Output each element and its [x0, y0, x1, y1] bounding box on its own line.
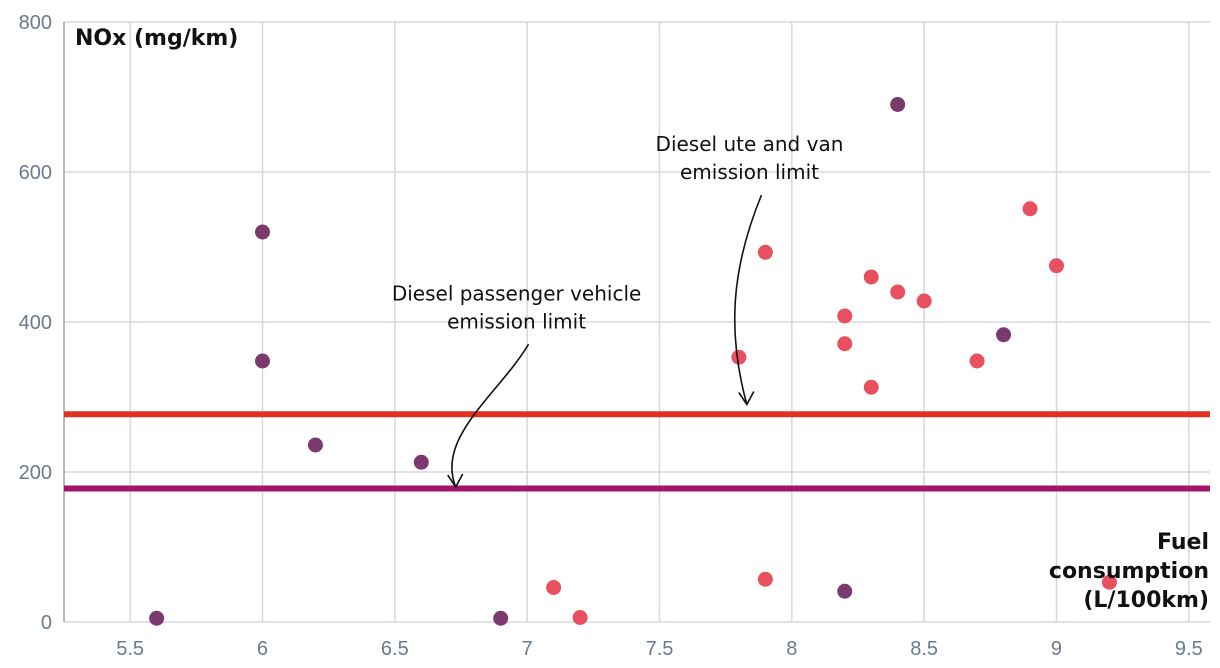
- annotation-arrow: [733, 194, 763, 405]
- data-point-red: [837, 308, 853, 324]
- data-point-red: [916, 293, 932, 309]
- x-tick-label: 6.5: [381, 638, 409, 660]
- x-tick-label: 6: [257, 638, 268, 660]
- y-tick-label: 600: [19, 162, 52, 184]
- data-point-purple: [149, 610, 165, 626]
- y-tick-label: 800: [19, 12, 52, 34]
- y-axis-title: NOx (mg/km): [75, 26, 238, 51]
- annotation-text: emission limit: [680, 160, 819, 184]
- data-point-red: [546, 580, 562, 595]
- data-point-red: [863, 379, 879, 395]
- axes: 5.5 6 6.5 7 7.5 8 8.5 9 9.5 0 200 400 600 800: [19, 12, 1203, 660]
- x-tick-label: 7.5: [646, 638, 674, 660]
- data-point-red: [969, 353, 985, 369]
- annotation-text: Diesel ute and van: [656, 132, 844, 156]
- x-tick-label: 8: [786, 638, 797, 660]
- x-tick-label: 9.5: [1175, 638, 1203, 660]
- data-point-red: [890, 284, 906, 300]
- axis-titles: NOx (mg/km) Fuel consumption (L/100km): [75, 26, 1209, 613]
- x-tick-label: 5.5: [116, 638, 144, 660]
- data-point-red: [1048, 258, 1064, 274]
- data-point-red: [731, 349, 747, 365]
- data-point-purple: [493, 610, 509, 626]
- data-point-red: [757, 244, 773, 260]
- arrow-head: [447, 473, 464, 489]
- x-axis-title-line: Fuel: [1157, 530, 1209, 555]
- data-point-purple: [996, 327, 1012, 343]
- data-point-purple: [837, 583, 853, 599]
- annotation-text: emission limit: [447, 309, 586, 333]
- y-tick-label: 0: [41, 612, 52, 634]
- annotation-arrow: [451, 343, 530, 488]
- x-axis-title-line: consumption: [1049, 559, 1209, 584]
- reference-lines: [64, 411, 1210, 492]
- data-point-red: [757, 571, 773, 587]
- x-axis-title-line: (L/100km): [1083, 588, 1209, 613]
- data-point-purple: [254, 224, 270, 240]
- data-point-red: [863, 269, 879, 285]
- x-tick-label: 8.5: [910, 638, 938, 660]
- data-points: [149, 97, 1117, 626]
- data-point-purple: [413, 454, 429, 470]
- data-point-purple: [254, 353, 270, 369]
- grid: [64, 21, 1210, 623]
- y-tick-label: 400: [19, 312, 52, 334]
- data-point-red: [837, 336, 853, 352]
- data-point-red: [1022, 201, 1038, 217]
- annotation-text: Diesel passenger vehicle: [392, 281, 641, 305]
- data-point-purple: [890, 97, 906, 112]
- arrow-head: [738, 391, 755, 407]
- data-point-red: [1101, 574, 1117, 590]
- annotations: Diesel ute and van emission limit Diesel p…: [392, 132, 844, 489]
- x-tick-label: 7: [522, 638, 533, 660]
- x-tick-label: 9: [1051, 638, 1062, 660]
- data-point-purple: [307, 437, 323, 453]
- data-point-red: [572, 610, 588, 625]
- y-tick-label: 200: [19, 462, 52, 484]
